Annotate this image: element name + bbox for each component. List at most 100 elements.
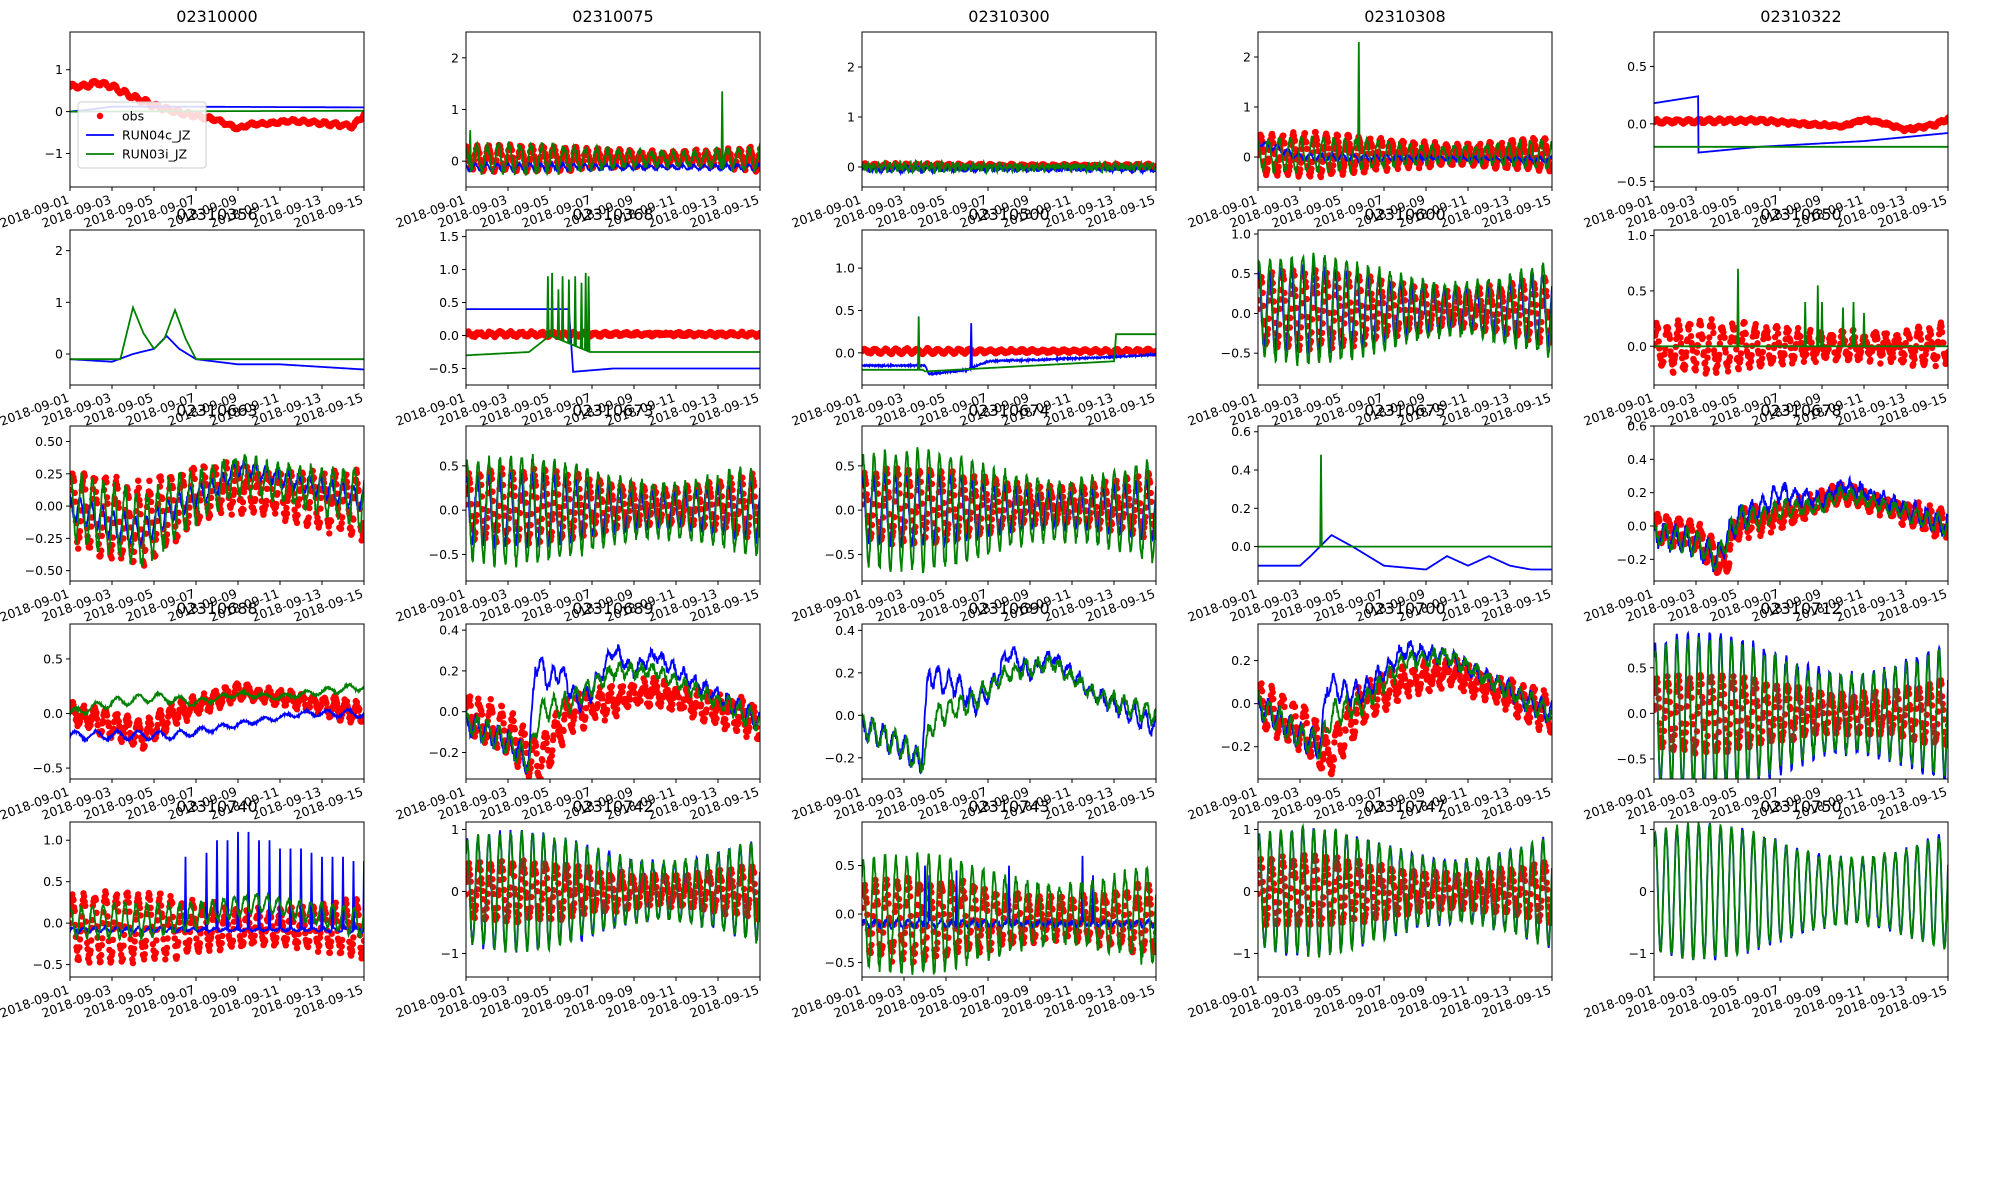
- subplot-title: 02310322: [1760, 7, 1841, 26]
- y-tick-label: −0.5: [1221, 346, 1251, 361]
- obs-point: [1733, 346, 1740, 353]
- obs-point: [1825, 345, 1832, 353]
- legend-frame: [77, 101, 207, 169]
- obs-point: [1152, 347, 1156, 355]
- obs-point: [1735, 366, 1742, 373]
- axes-frame: [69, 31, 365, 188]
- obs-point: [1911, 356, 1918, 363]
- obs-point: [1759, 348, 1767, 356]
- obs-point: [1498, 139, 1506, 147]
- legend-label: RUN03i_JZ: [122, 147, 187, 162]
- obs-point: [1368, 143, 1376, 150]
- obs-point: [1373, 166, 1380, 173]
- obs-point: [1287, 157, 1294, 165]
- obs-point: [1692, 367, 1699, 374]
- subplot-02310650: 023106500.00.51.02018-09-012018-09-03201…: [1582, 205, 1949, 429]
- y-tick-label: 0.0: [1231, 306, 1251, 321]
- obs-point: [1297, 159, 1305, 166]
- obs-point: [1687, 333, 1695, 340]
- obs-point: [1803, 351, 1810, 358]
- series-RUN03i_JZ: [1258, 252, 1552, 367]
- y-tick-label: −0.5: [1617, 174, 1647, 189]
- obs-point: [756, 329, 760, 337]
- obs-point: [1347, 144, 1354, 152]
- series-group: [1258, 252, 1552, 367]
- axes-frame: [69, 229, 365, 386]
- y-tick-label: 1: [451, 102, 459, 117]
- obs-point: [1874, 335, 1881, 342]
- obs-point: [1531, 136, 1539, 144]
- subplot-02310356: 023103560122018-09-012018-09-032018-09-0…: [0, 205, 365, 429]
- y-tick-label: 0.5: [1627, 59, 1647, 74]
- obs-point: [1944, 114, 1948, 121]
- subplot-02310500: 023105000.00.51.02018-09-012018-09-03201…: [790, 205, 1157, 429]
- obs-point: [1704, 354, 1711, 361]
- axes-frame: [1257, 229, 1553, 386]
- obs-point: [1312, 128, 1319, 136]
- obs-point: [113, 473, 120, 481]
- obs-point: [1921, 357, 1929, 364]
- obs-point: [1752, 320, 1759, 328]
- subplot-02310322: 02310322−0.50.00.52018-09-012018-09-0320…: [1582, 7, 1949, 231]
- subplot-02310300: 023103000122018-09-012018-09-032018-09-0…: [790, 7, 1157, 231]
- y-tick-label: 0: [1243, 150, 1251, 165]
- obs-point: [1797, 333, 1804, 340]
- obs-point: [1737, 350, 1745, 357]
- obs-point: [75, 545, 82, 552]
- obs-point: [1709, 323, 1717, 331]
- obs-point: [1423, 147, 1431, 154]
- obs-point: [1687, 321, 1694, 328]
- obs-point: [1411, 141, 1419, 148]
- subplot-title: 02310368: [572, 205, 653, 224]
- series-group: [862, 158, 1156, 177]
- obs-point: [1270, 139, 1277, 147]
- subplot-title: 02310600: [1364, 205, 1445, 224]
- obs-point: [1940, 339, 1947, 346]
- obs-point: [1330, 162, 1337, 169]
- obs-point: [1791, 353, 1798, 361]
- obs-point: [1869, 346, 1876, 353]
- obs-point: [1807, 326, 1814, 334]
- subplot-title: 02310650: [1760, 205, 1841, 224]
- obs-point: [1313, 136, 1321, 144]
- series-group: [70, 453, 364, 569]
- obs-point: [1286, 163, 1294, 170]
- obs-point: [1664, 325, 1672, 332]
- obs-point: [1280, 132, 1287, 139]
- obs-point: [1932, 362, 1939, 370]
- obs-point: [1488, 146, 1496, 153]
- subplot-02310663: 02310663−0.50−0.250.000.250.502018-09-01…: [0, 401, 365, 625]
- obs-point: [1794, 324, 1802, 332]
- y-tick-label: 0.5: [439, 295, 459, 310]
- obs-point: [1746, 364, 1754, 371]
- obs-point: [1895, 335, 1902, 343]
- obs-point: [1335, 139, 1342, 146]
- obs-point: [1857, 348, 1865, 355]
- obs-point: [1779, 361, 1787, 368]
- obs-point: [1281, 140, 1288, 147]
- y-tick-label: 0: [55, 104, 63, 119]
- obs-point: [1812, 358, 1819, 366]
- obs-point: [1846, 351, 1854, 358]
- obs-point: [756, 151, 760, 159]
- obs-point: [1726, 354, 1734, 361]
- obs-point: [1704, 347, 1712, 354]
- obs-point: [360, 110, 364, 118]
- obs-point: [76, 534, 83, 541]
- obs-point: [169, 484, 177, 492]
- obs-point: [1808, 339, 1815, 346]
- obs-point: [1879, 351, 1886, 358]
- obs-point: [1487, 139, 1495, 146]
- obs-point: [1753, 329, 1761, 337]
- y-tick-label: 1: [1243, 100, 1251, 115]
- obs-point: [1830, 338, 1838, 345]
- y-tick-label: 2: [451, 50, 459, 65]
- obs-point: [1706, 334, 1713, 341]
- y-tick-label: 1.0: [835, 261, 855, 276]
- obs-point: [1724, 368, 1732, 375]
- series-RUN04c_JZ: [466, 308, 760, 373]
- axes-frame: [1653, 229, 1949, 386]
- obs-point: [1702, 359, 1709, 366]
